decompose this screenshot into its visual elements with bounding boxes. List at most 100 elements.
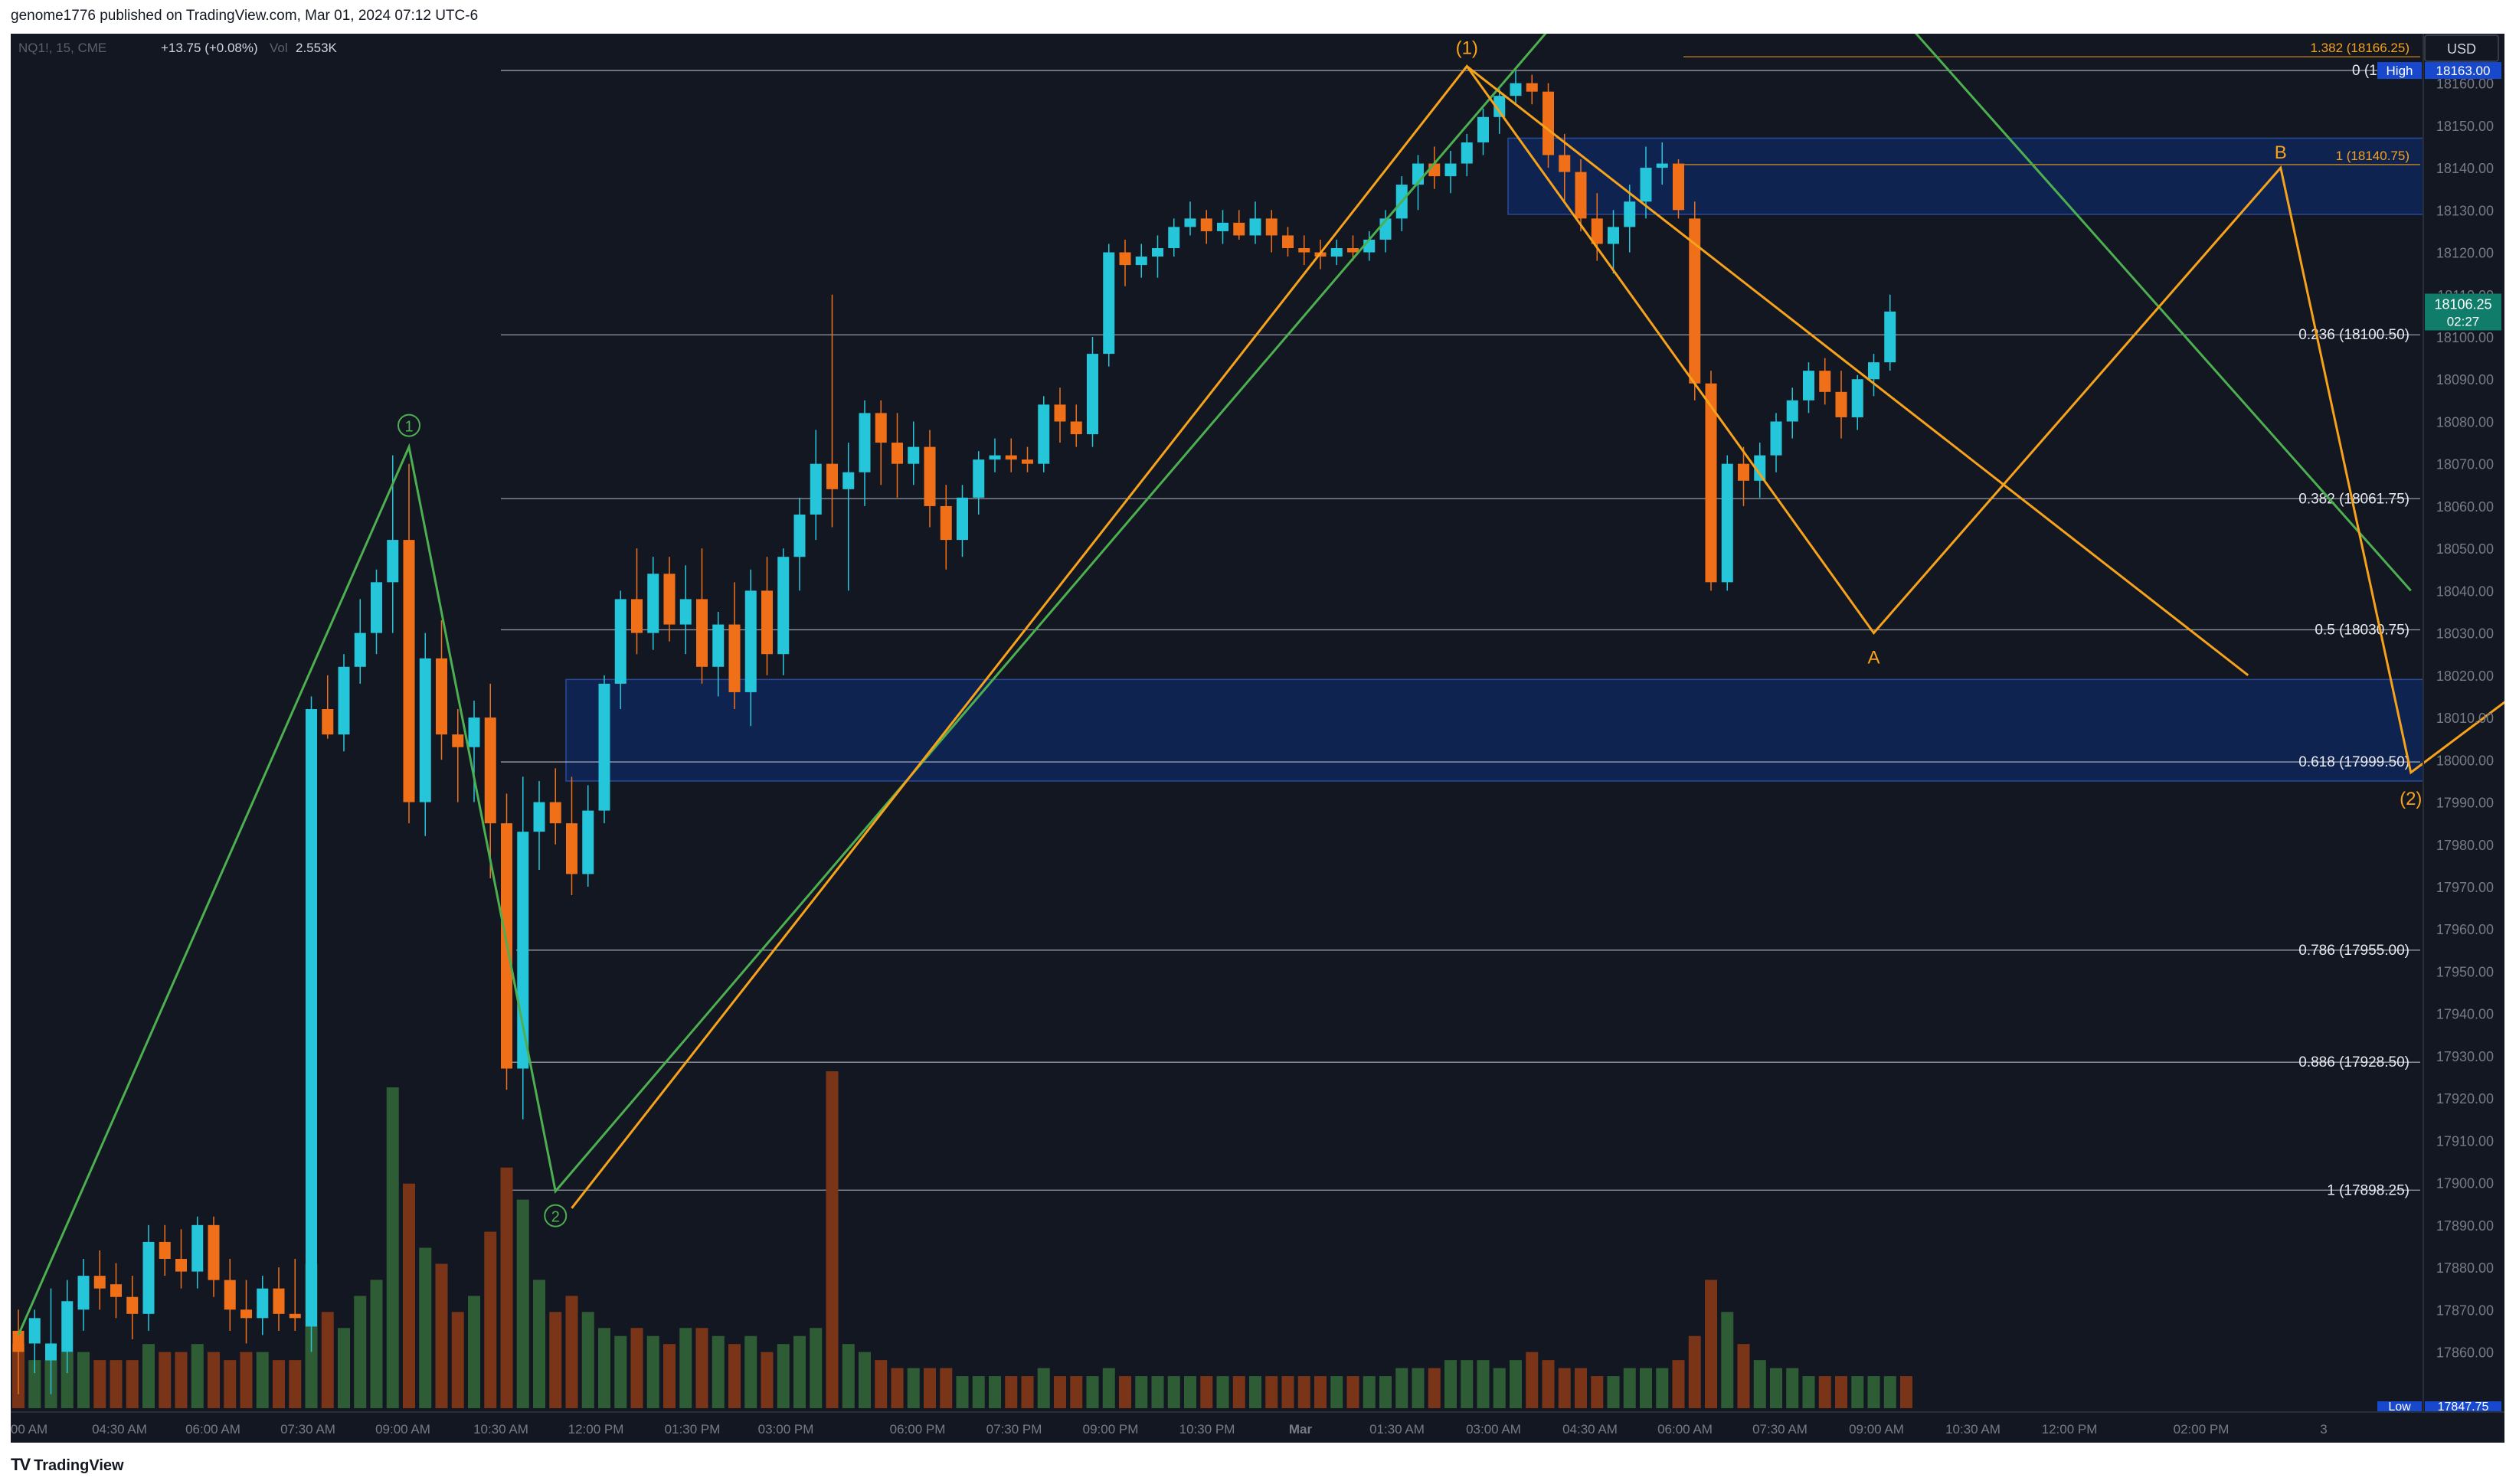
- candle-body[interactable]: [484, 717, 496, 824]
- candle-body[interactable]: [452, 734, 464, 747]
- candle-body[interactable]: [126, 1296, 139, 1314]
- candle-body[interactable]: [1884, 311, 1896, 363]
- candle-body[interactable]: [61, 1301, 74, 1352]
- candle-body[interactable]: [436, 658, 447, 735]
- candle-body[interactable]: [582, 810, 594, 874]
- candle-body[interactable]: [28, 1318, 41, 1344]
- candle-body[interactable]: [387, 540, 399, 583]
- candle-body[interactable]: [1608, 227, 1619, 244]
- candle-body[interactable]: [647, 574, 659, 633]
- candle-body[interactable]: [1705, 383, 1717, 583]
- candle-body[interactable]: [1249, 218, 1261, 236]
- candle-body[interactable]: [45, 1343, 57, 1361]
- candle-body[interactable]: [1168, 227, 1180, 249]
- candle-body[interactable]: [240, 1309, 252, 1319]
- candle-body[interactable]: [940, 505, 952, 541]
- candle-body[interactable]: [77, 1276, 90, 1310]
- candle-body[interactable]: [1135, 257, 1147, 266]
- candle-body[interactable]: [1233, 222, 1245, 236]
- candle-body[interactable]: [1673, 163, 1684, 211]
- candle-body[interactable]: [859, 413, 871, 472]
- candle-body[interactable]: [989, 455, 1001, 460]
- candle-body[interactable]: [1461, 142, 1473, 164]
- candle-body[interactable]: [338, 666, 350, 735]
- candle-body[interactable]: [1624, 201, 1636, 227]
- candle-body[interactable]: [208, 1224, 220, 1280]
- chart-panel[interactable]: 0 (181630.236 (18100.50)0.382 (18061.75)…: [11, 0, 2506, 1443]
- candle-body[interactable]: [1070, 421, 1082, 435]
- candle-body[interactable]: [517, 832, 529, 1069]
- candle-body[interactable]: [1217, 222, 1228, 231]
- candle-body[interactable]: [224, 1280, 236, 1310]
- candle-body[interactable]: [142, 1241, 155, 1314]
- candle-body[interactable]: [289, 1313, 301, 1319]
- tradingview-logo[interactable]: TV TradingView: [11, 1455, 124, 1475]
- candle-body[interactable]: [533, 802, 545, 832]
- candle-body[interactable]: [908, 446, 920, 464]
- candle-body[interactable]: [1038, 404, 1050, 464]
- candle-body[interactable]: [354, 632, 366, 667]
- candle-body[interactable]: [842, 472, 855, 489]
- candle-body[interactable]: [1640, 168, 1652, 202]
- candle-body[interactable]: [1200, 218, 1212, 231]
- candle-body[interactable]: [1754, 455, 1766, 481]
- candle-body[interactable]: [191, 1224, 204, 1272]
- candle-body[interactable]: [1689, 218, 1701, 384]
- candle-body[interactable]: [1835, 391, 1847, 417]
- candle-body[interactable]: [468, 717, 480, 747]
- candle-body[interactable]: [1282, 235, 1294, 249]
- candle-body[interactable]: [306, 709, 317, 1327]
- candle-body[interactable]: [728, 624, 741, 692]
- candle-body[interactable]: [1493, 96, 1506, 117]
- candle-body[interactable]: [1330, 248, 1343, 257]
- candle-body[interactable]: [159, 1241, 171, 1260]
- candle-body[interactable]: [924, 446, 936, 506]
- candle-body[interactable]: [891, 443, 903, 464]
- candle-body[interactable]: [110, 1284, 122, 1297]
- candle-body[interactable]: [273, 1288, 285, 1314]
- candle-body[interactable]: [1656, 163, 1668, 168]
- candle-body[interactable]: [957, 497, 968, 541]
- candle-body[interactable]: [1022, 459, 1033, 464]
- candle-body[interactable]: [1721, 463, 1733, 583]
- candle-body[interactable]: [403, 540, 415, 802]
- candle-body[interactable]: [175, 1259, 187, 1272]
- candle-body[interactable]: [777, 557, 790, 655]
- candle-body[interactable]: [566, 823, 577, 874]
- candle-body[interactable]: [1851, 379, 1863, 417]
- candle-body[interactable]: [826, 463, 838, 489]
- candle-body[interactable]: [12, 1330, 25, 1352]
- candle-body[interactable]: [1444, 163, 1457, 177]
- candle-body[interactable]: [1119, 252, 1131, 266]
- candle-body[interactable]: [419, 658, 431, 802]
- candle-body[interactable]: [810, 463, 822, 515]
- candle-body[interactable]: [1005, 455, 1017, 460]
- candle-body[interactable]: [973, 459, 985, 498]
- candle-body[interactable]: [614, 599, 626, 684]
- candle-body[interactable]: [1184, 218, 1196, 227]
- candle-body[interactable]: [679, 599, 692, 625]
- candle-body[interactable]: [761, 590, 773, 655]
- candle-body[interactable]: [1510, 83, 1522, 96]
- candle-body[interactable]: [322, 709, 334, 735]
- candle-body[interactable]: [257, 1288, 269, 1319]
- currency-box[interactable]: [2424, 34, 2499, 62]
- candle-body[interactable]: [1152, 248, 1163, 257]
- candle-body[interactable]: [1103, 252, 1115, 355]
- candle-body[interactable]: [1543, 91, 1554, 155]
- candle-body[interactable]: [1265, 218, 1278, 236]
- candle-body[interactable]: [744, 590, 757, 692]
- candle-body[interactable]: [1591, 218, 1603, 244]
- candle-body[interactable]: [1803, 371, 1814, 400]
- candle-body[interactable]: [93, 1276, 106, 1289]
- candle-body[interactable]: [631, 599, 643, 633]
- price-chart[interactable]: 0 (181630.236 (18100.50)0.382 (18061.75)…: [11, 0, 2506, 1443]
- candle-body[interactable]: [696, 599, 708, 667]
- candle-body[interactable]: [1770, 421, 1782, 456]
- candle-body[interactable]: [1054, 404, 1066, 422]
- candle-body[interactable]: [875, 413, 887, 443]
- candle-body[interactable]: [598, 683, 610, 811]
- candle-body[interactable]: [1738, 463, 1749, 481]
- candle-body[interactable]: [549, 802, 561, 824]
- candle-body[interactable]: [1575, 172, 1587, 219]
